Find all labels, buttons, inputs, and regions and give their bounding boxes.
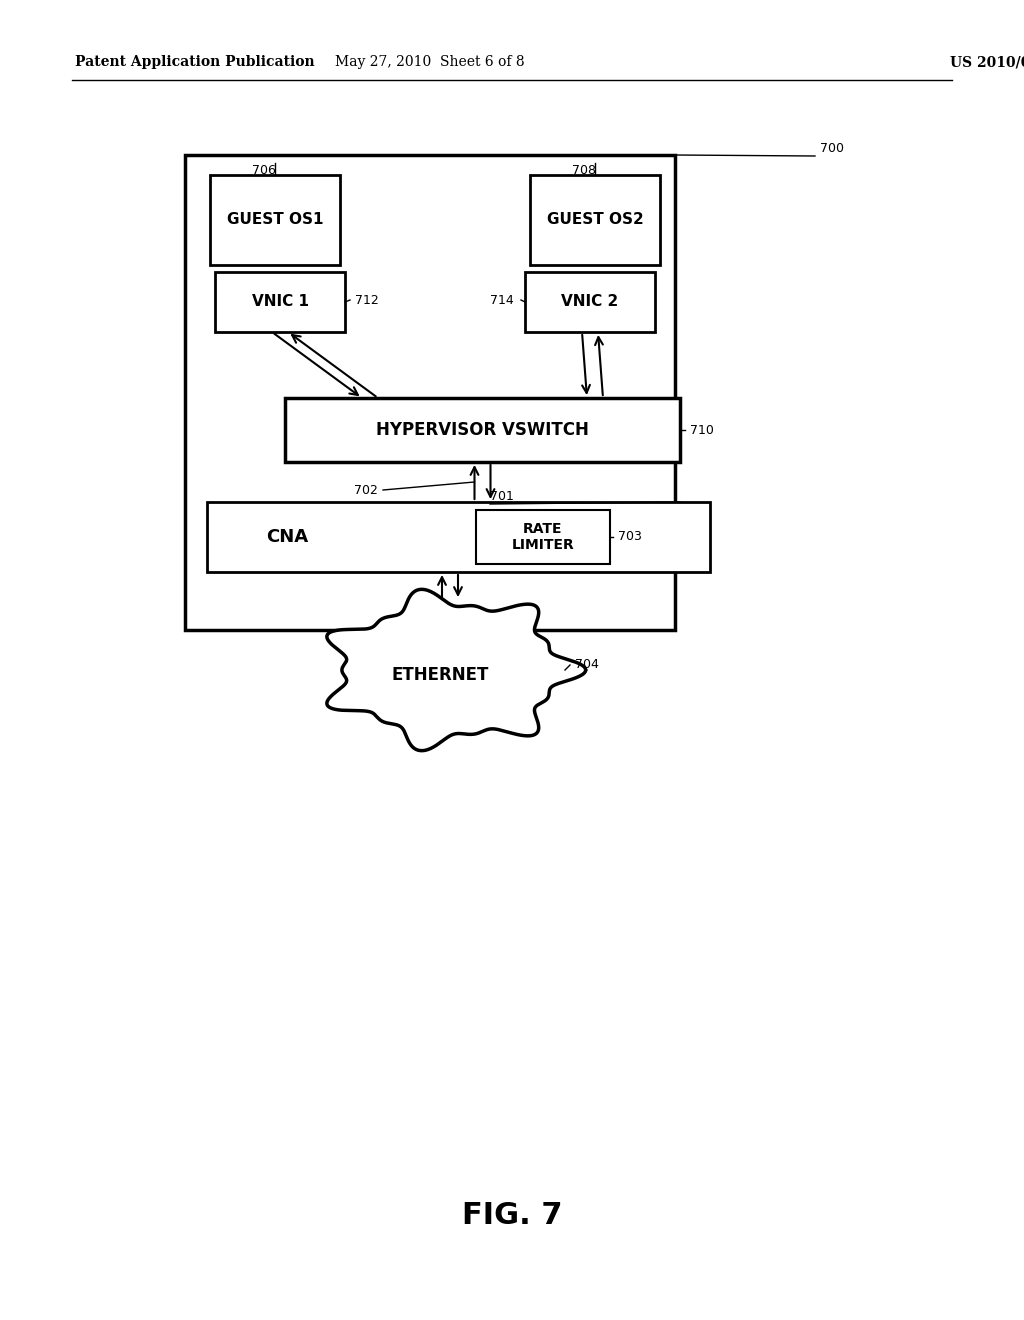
Text: 710: 710 — [690, 424, 714, 437]
Bar — [215, 272, 345, 333]
Text: VNIC 1: VNIC 1 — [252, 294, 308, 309]
Bar — [530, 176, 660, 265]
Text: May 27, 2010  Sheet 6 of 8: May 27, 2010 Sheet 6 of 8 — [335, 55, 525, 69]
Text: 708: 708 — [572, 164, 596, 177]
Text: 712: 712 — [355, 293, 379, 306]
Text: 702: 702 — [354, 483, 378, 496]
Text: 706: 706 — [252, 164, 275, 177]
Text: 714: 714 — [490, 293, 514, 306]
Text: GUEST OS2: GUEST OS2 — [547, 213, 643, 227]
Text: Patent Application Publication: Patent Application Publication — [75, 55, 314, 69]
Bar — [525, 272, 655, 333]
Bar — [285, 399, 680, 462]
Text: 701: 701 — [490, 490, 514, 503]
Bar — [210, 176, 340, 265]
Text: 700: 700 — [820, 141, 844, 154]
Text: FIG. 7: FIG. 7 — [462, 1200, 562, 1229]
Text: 703: 703 — [618, 531, 642, 544]
Bar — [207, 502, 710, 572]
Bar — [185, 154, 675, 630]
Polygon shape — [327, 589, 586, 751]
Text: GUEST OS1: GUEST OS1 — [226, 213, 324, 227]
Text: VNIC 2: VNIC 2 — [561, 294, 618, 309]
Text: ETHERNET: ETHERNET — [391, 667, 488, 684]
Text: 704: 704 — [575, 659, 599, 672]
Text: HYPERVISOR VSWITCH: HYPERVISOR VSWITCH — [376, 421, 589, 440]
Text: US 2010/0128605 A1: US 2010/0128605 A1 — [950, 55, 1024, 69]
Bar — [476, 510, 610, 564]
Text: CNA: CNA — [266, 528, 308, 546]
Text: RATE
LIMITER: RATE LIMITER — [512, 521, 574, 552]
